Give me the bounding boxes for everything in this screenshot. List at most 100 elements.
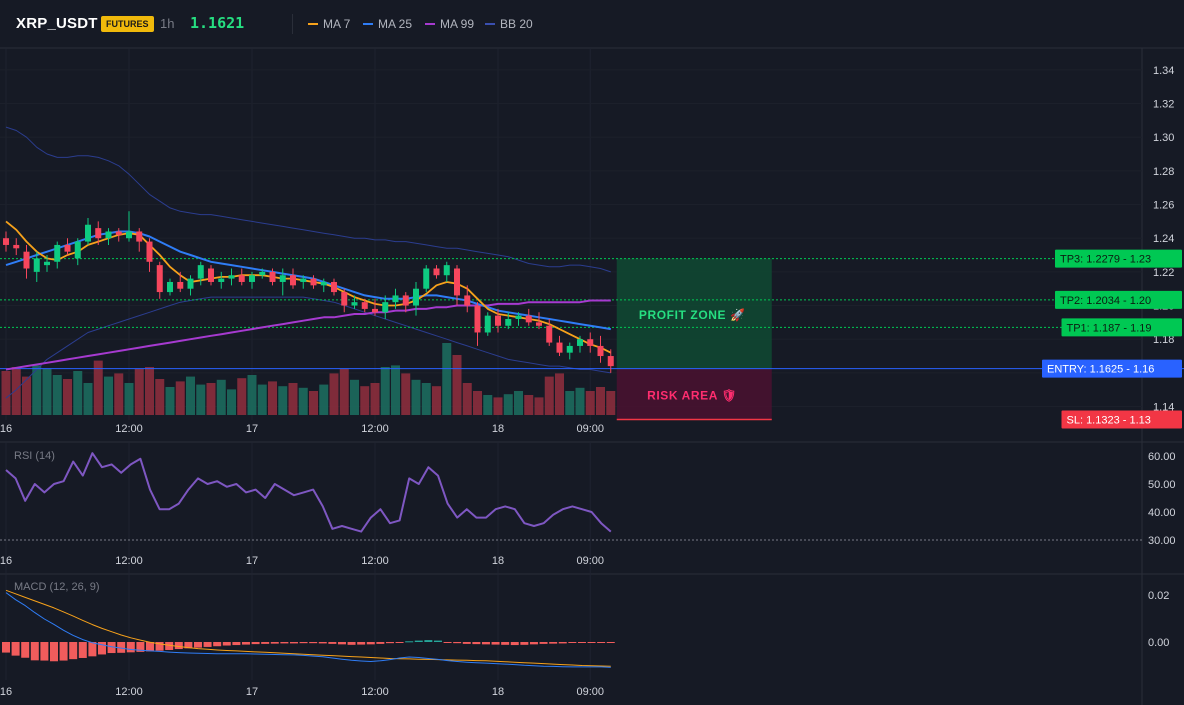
tp1-tag[interactable]: TP1: 1.187 - 1.19: [1061, 318, 1183, 337]
candle[interactable]: [115, 228, 122, 242]
volume-bar: [432, 386, 441, 415]
time-label: 12:00: [361, 423, 389, 435]
candle[interactable]: [515, 312, 522, 326]
volume-bar: [575, 387, 585, 415]
interval-selector[interactable]: 1h: [160, 16, 175, 31]
volume-bar: [42, 368, 52, 415]
volume-bar: [165, 387, 175, 415]
candle-body: [351, 302, 358, 306]
entry-tag[interactable]: ENTRY: 1.1625 - 1.16: [1042, 359, 1182, 378]
candle[interactable]: [443, 261, 450, 282]
candle[interactable]: [197, 261, 204, 286]
candle[interactable]: [484, 312, 491, 336]
candle[interactable]: [269, 268, 276, 286]
candle[interactable]: [85, 218, 91, 245]
macd-hist-bar: [193, 642, 202, 648]
candle[interactable]: [464, 285, 471, 313]
legend-ma99[interactable]: MA 99: [425, 17, 474, 31]
candle[interactable]: [218, 271, 225, 289]
candle[interactable]: [177, 271, 184, 293]
candle[interactable]: [320, 278, 327, 293]
candle[interactable]: [382, 295, 389, 320]
candle-body: [361, 302, 368, 309]
candle[interactable]: [310, 275, 317, 289]
volume-bar: [63, 379, 72, 415]
candle[interactable]: [259, 268, 266, 279]
candle[interactable]: [413, 281, 419, 316]
volume-bar: [565, 391, 575, 415]
candle[interactable]: [167, 278, 173, 296]
candle[interactable]: [187, 275, 194, 296]
candle[interactable]: [556, 335, 563, 357]
ma25-swatch: [363, 23, 373, 25]
legend-ma25[interactable]: MA 25: [363, 17, 412, 31]
candle[interactable]: [44, 255, 50, 272]
candle[interactable]: [331, 278, 337, 296]
candle[interactable]: [495, 308, 501, 333]
sl-tag[interactable]: SL: 1.1323 - 1.13: [1061, 410, 1183, 429]
ma7-line: [5, 220, 612, 354]
candle[interactable]: [64, 238, 71, 256]
candle-body: [300, 278, 307, 282]
candle[interactable]: [13, 238, 20, 256]
macd-hist-bar: [69, 642, 78, 660]
candle[interactable]: [433, 265, 440, 279]
tp3-tag[interactable]: TP3: 1.2279 - 1.23: [1055, 249, 1182, 268]
macd-hist-bar: [597, 642, 606, 643]
candle[interactable]: [208, 265, 214, 286]
candle[interactable]: [525, 308, 532, 326]
candle[interactable]: [279, 268, 286, 296]
candle[interactable]: [3, 231, 9, 252]
futures-badge: FUTURES: [101, 16, 154, 32]
candle[interactable]: [290, 268, 296, 289]
candle-body: [413, 288, 419, 306]
candle[interactable]: [249, 271, 255, 289]
candle[interactable]: [536, 312, 542, 330]
volume-bar: [350, 379, 359, 415]
volume-bar: [401, 373, 411, 415]
tp2-tag[interactable]: TP2: 1.2034 - 1.20: [1055, 290, 1182, 309]
candle[interactable]: [33, 251, 40, 282]
candle[interactable]: [228, 268, 235, 286]
candle[interactable]: [577, 335, 583, 353]
candle[interactable]: [300, 275, 307, 289]
candle-body: [95, 228, 102, 239]
candle[interactable]: [238, 268, 245, 286]
candle[interactable]: [423, 265, 430, 293]
candle[interactable]: [341, 288, 348, 313]
macd-hist-bar: [222, 642, 231, 646]
candle[interactable]: [402, 292, 409, 313]
candle[interactable]: [23, 244, 30, 279]
legend-bb20[interactable]: BB 20: [485, 17, 533, 31]
candle[interactable]: [156, 261, 163, 299]
candle[interactable]: [546, 319, 553, 346]
entry-tag-bg: [1042, 359, 1182, 378]
candle[interactable]: [146, 238, 153, 272]
candle[interactable]: [136, 228, 143, 252]
candle[interactable]: [126, 211, 132, 242]
candle[interactable]: [95, 221, 102, 245]
candle[interactable]: [587, 332, 594, 353]
candle[interactable]: [361, 298, 368, 313]
candle[interactable]: [597, 335, 604, 363]
legend-ma7[interactable]: MA 7: [308, 17, 350, 31]
candle[interactable]: [392, 288, 399, 309]
candle[interactable]: [351, 295, 358, 309]
candle[interactable]: [607, 349, 614, 373]
candle[interactable]: [74, 238, 81, 266]
symbol-label[interactable]: XRP_USDT: [16, 15, 98, 32]
volume-bar: [22, 376, 31, 415]
volume-bar: [186, 376, 195, 415]
candle[interactable]: [505, 312, 512, 330]
price-tick-label: 1.30: [1153, 132, 1174, 144]
candle[interactable]: [566, 342, 573, 360]
macd-hist-bar: [232, 642, 241, 646]
candle[interactable]: [372, 298, 378, 316]
candle[interactable]: [454, 265, 460, 306]
level-tags[interactable]: TP3: 1.2279 - 1.23 TP2: 1.2034 - 1.20 TP1:…: [1042, 249, 1183, 429]
candle[interactable]: [54, 241, 61, 269]
candle[interactable]: [105, 228, 112, 245]
candles[interactable]: [3, 211, 614, 373]
candle[interactable]: [474, 302, 481, 346]
